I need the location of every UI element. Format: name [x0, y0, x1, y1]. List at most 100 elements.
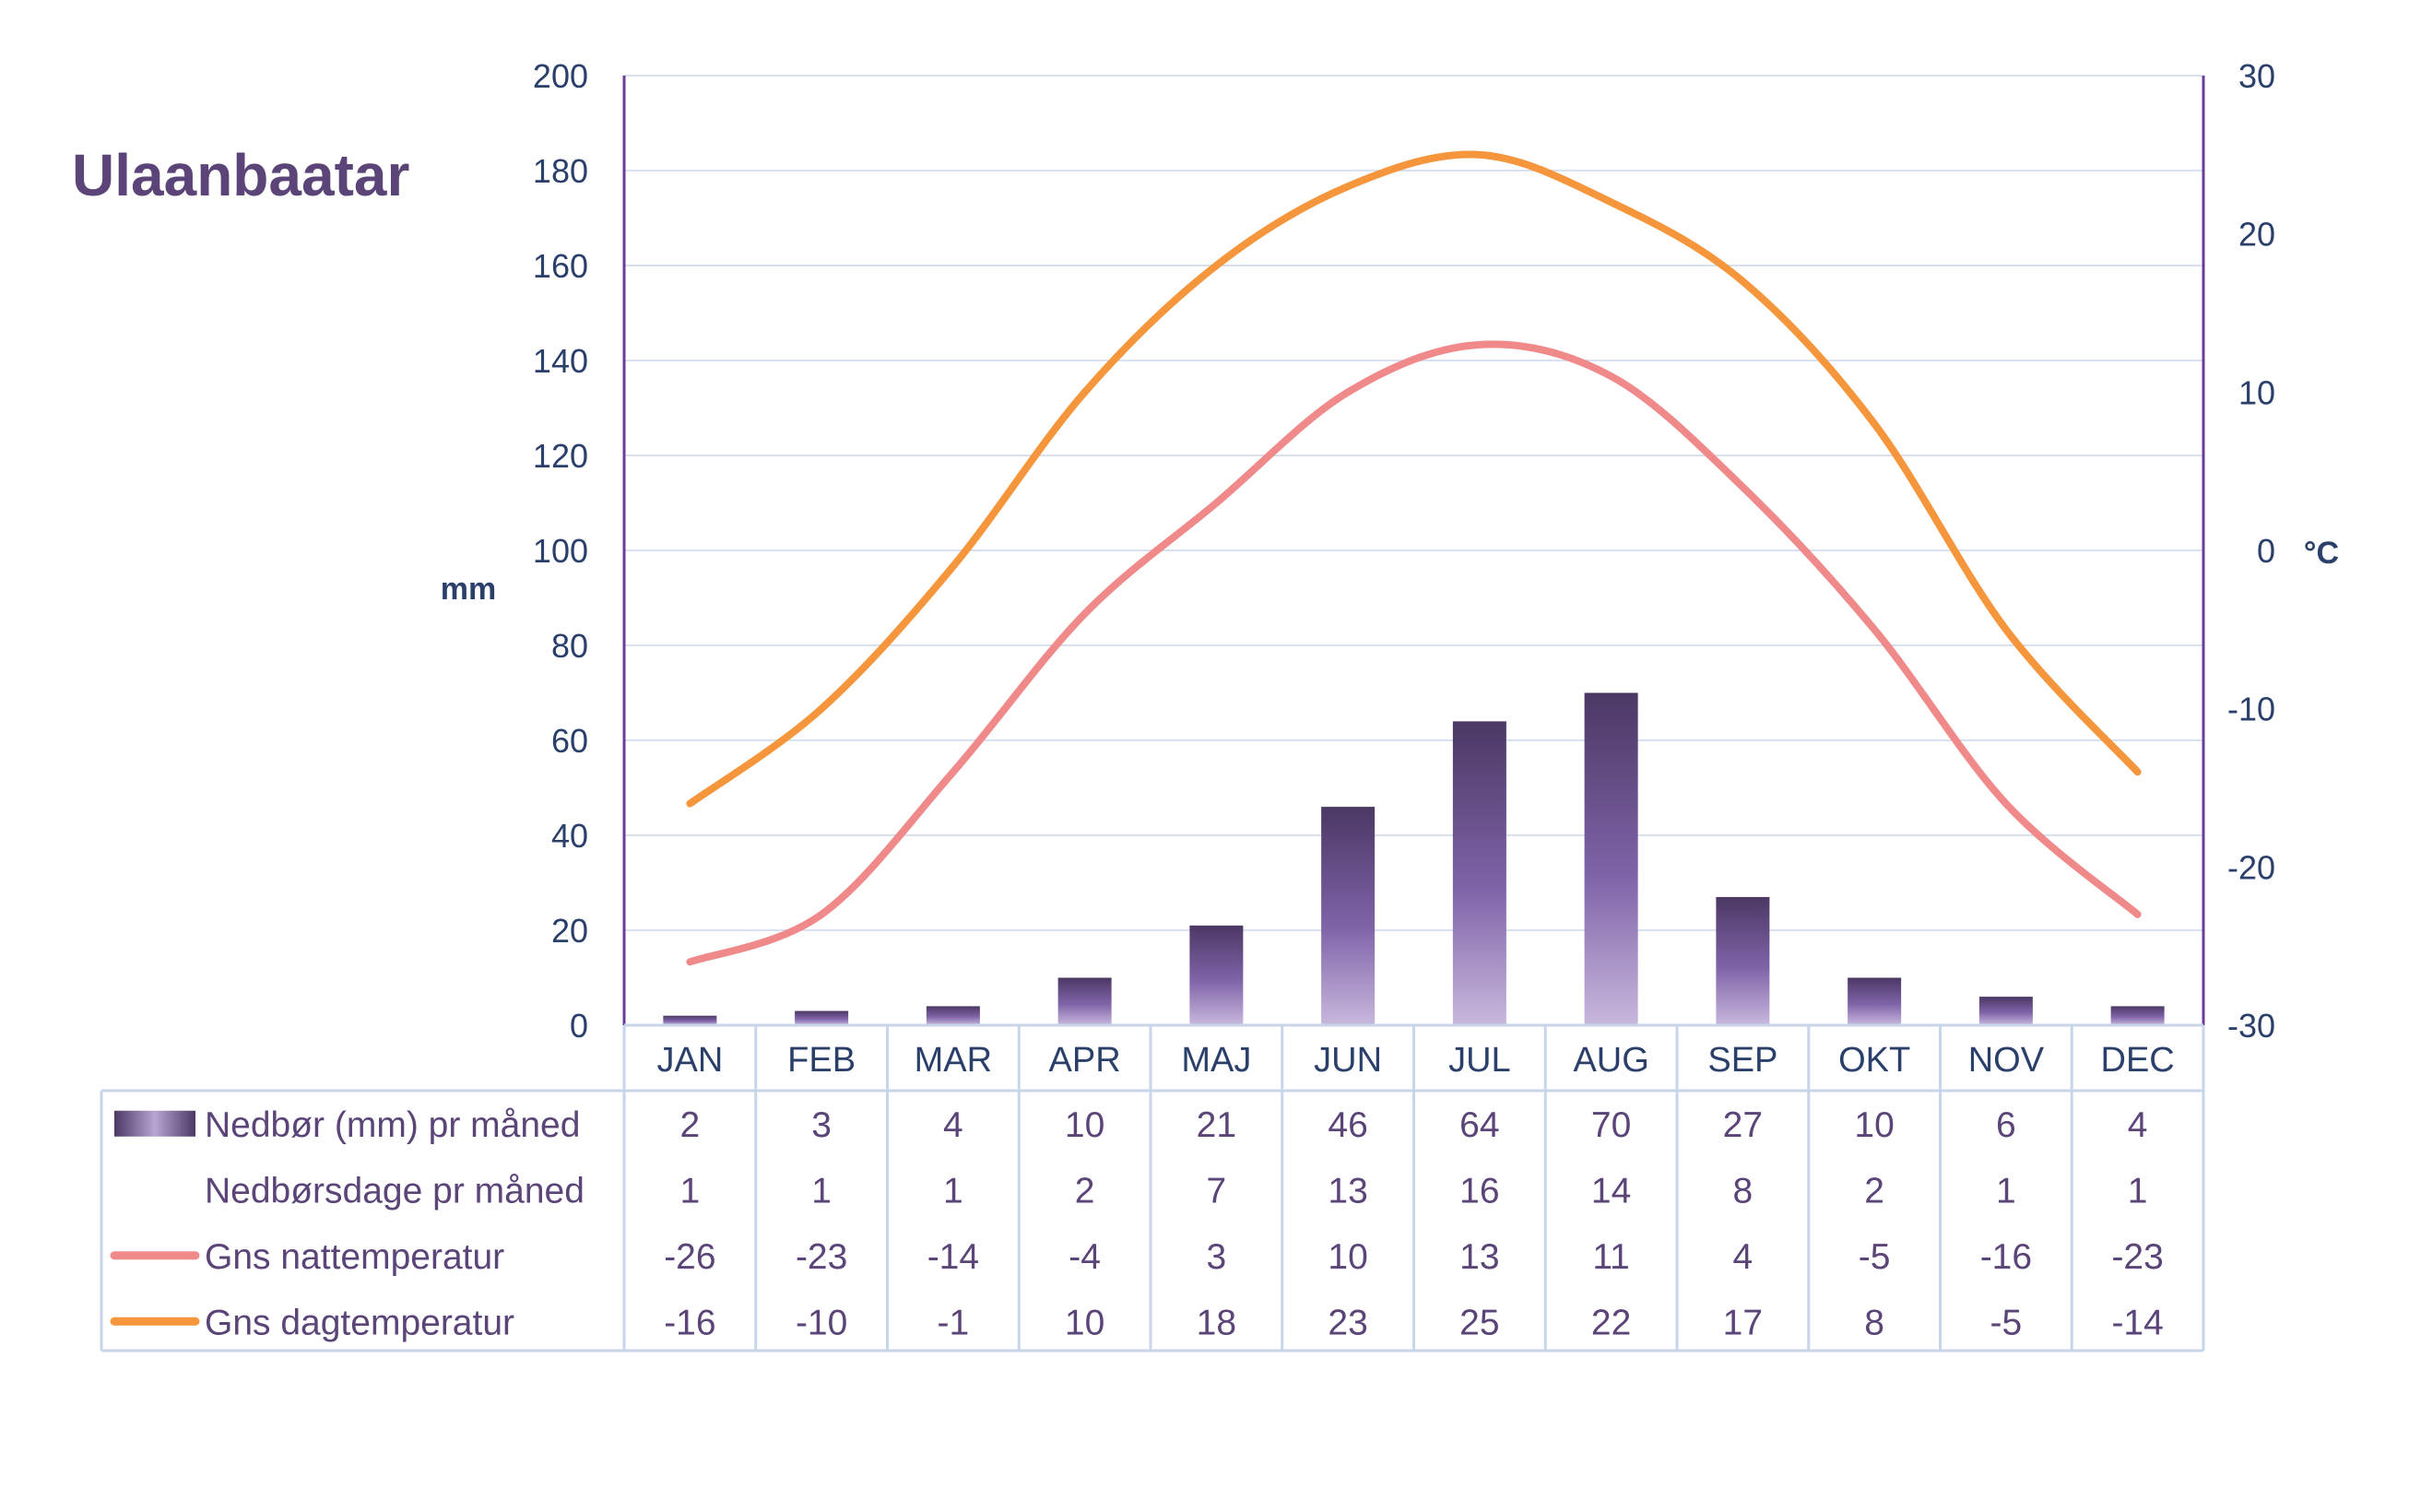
- precipitation-bar: [2110, 1006, 2165, 1025]
- category-label: JUL: [1448, 1041, 1511, 1080]
- table-cell: 14: [1591, 1171, 1631, 1211]
- table-cell: -16: [664, 1303, 715, 1342]
- category-label: JUN: [1314, 1041, 1382, 1080]
- left-tick-label: 120: [533, 437, 588, 475]
- category-label: MAJ: [1181, 1041, 1251, 1080]
- table-cell: -14: [2111, 1303, 2163, 1342]
- table-cell: 70: [1591, 1105, 1631, 1145]
- table-cell: 11: [1592, 1237, 1630, 1277]
- right-tick-label: -30: [2227, 1007, 2275, 1045]
- category-label: JAN: [656, 1041, 723, 1080]
- table-cell: 64: [1459, 1105, 1499, 1145]
- right-tick-label: -20: [2227, 848, 2275, 886]
- table-cell: 13: [1328, 1171, 1367, 1211]
- precipitation-bar: [795, 1010, 849, 1025]
- table-cell: 13: [1459, 1237, 1499, 1277]
- precipitation-bar: [1716, 896, 1770, 1025]
- precipitation-bar: [1452, 721, 1506, 1025]
- left-tick-label: 100: [533, 532, 588, 570]
- table-cell: 22: [1591, 1303, 1631, 1342]
- precipitation-bar: [1848, 977, 1902, 1025]
- left-tick-label: 140: [533, 342, 588, 380]
- table-cell: 23: [1328, 1303, 1367, 1342]
- precipitation-bar: [1978, 997, 2033, 1025]
- table-cell: 18: [1197, 1303, 1236, 1342]
- table-cell: 4: [1733, 1237, 1754, 1277]
- category-label: AUG: [1573, 1041, 1648, 1080]
- axis-ticks: 0 20 40 60 80 100 120 140 160 180 200 -30 -20 -10 0 10 2…: [533, 57, 2275, 1045]
- table-cell: -26: [664, 1237, 715, 1277]
- table-cell: -16: [1980, 1237, 2032, 1277]
- right-tick-label: 20: [2238, 216, 2275, 254]
- table-cell: 1: [943, 1171, 963, 1211]
- precipitation-bars: [663, 692, 2165, 1025]
- table-cell: 1: [680, 1171, 701, 1211]
- precipitation-bar: [1321, 807, 1376, 1025]
- left-tick-label: 160: [533, 247, 588, 285]
- legend-key-precipitation: [114, 1110, 195, 1137]
- table-cell: 10: [1065, 1303, 1104, 1342]
- table-cell: -1: [938, 1303, 970, 1342]
- table-cell: 10: [1854, 1105, 1894, 1145]
- table-cell: -4: [1069, 1237, 1101, 1277]
- left-tick-label: 0: [570, 1007, 588, 1045]
- table-cell: -14: [927, 1237, 979, 1277]
- left-axis-unit: mm: [441, 572, 496, 607]
- gridlines: [624, 75, 2203, 931]
- left-tick-label: 80: [551, 627, 588, 665]
- chart-title: Ulaanbaatar: [72, 142, 409, 208]
- right-tick-label: 0: [2257, 532, 2275, 570]
- data-table: JAN FEB MAR APR MAJ JUN JUL AUG SEP OKT NOV DEC Nedb…: [100, 1025, 2205, 1353]
- table-cell: 27: [1723, 1105, 1763, 1145]
- table-cell: 10: [1065, 1105, 1104, 1145]
- table-cell: 1: [1996, 1171, 2016, 1211]
- table-cell: 8: [1864, 1303, 1884, 1342]
- temperature-lines: [686, 150, 2142, 966]
- row-label: Gns dagtemperatur: [205, 1303, 514, 1342]
- precipitation-bar: [1057, 977, 1112, 1025]
- table-cell: 25: [1459, 1303, 1499, 1342]
- table-cell: 2: [1864, 1171, 1884, 1211]
- table-cell: 7: [1207, 1171, 1227, 1211]
- table-cell: 2: [1075, 1171, 1095, 1211]
- right-tick-label: 10: [2238, 373, 2275, 411]
- right-tick-label: 30: [2238, 57, 2275, 95]
- category-label: OKT: [1838, 1041, 1910, 1080]
- precipitation-bar: [1584, 692, 1638, 1025]
- table-cell: -5: [1990, 1303, 2023, 1342]
- category-label: DEC: [2101, 1041, 2175, 1080]
- day-temperature-line: [686, 150, 2142, 808]
- table-cell: -10: [796, 1303, 847, 1342]
- category-label: APR: [1049, 1041, 1121, 1080]
- table-cell: 3: [811, 1105, 832, 1145]
- table-cell: -5: [1859, 1237, 1891, 1277]
- table-cell: -23: [796, 1237, 847, 1277]
- night-temperature-line: [686, 340, 2142, 966]
- left-tick-label: 20: [551, 912, 588, 950]
- row-label: Nedbør (mm) pr måned: [205, 1105, 580, 1145]
- precipitation-bar: [926, 1006, 980, 1025]
- category-label: SEP: [1707, 1041, 1777, 1080]
- precipitation-bar: [1189, 925, 1244, 1025]
- category-label: FEB: [787, 1041, 856, 1080]
- table-cell: 4: [943, 1105, 963, 1145]
- row-label: Gns nattemperatur: [205, 1237, 504, 1277]
- precipitation-bar: [663, 1015, 717, 1025]
- row-label: Nedbørsdage pr måned: [205, 1171, 585, 1211]
- left-tick-label: 60: [551, 722, 588, 760]
- table-cell: 10: [1328, 1237, 1367, 1277]
- table-cell: 6: [1996, 1105, 2016, 1145]
- table-cell: 4: [2128, 1105, 2148, 1145]
- left-tick-label: 200: [533, 57, 588, 95]
- table-cell: 46: [1328, 1105, 1367, 1145]
- table-cell: 21: [1197, 1105, 1236, 1145]
- table-cell: 1: [811, 1171, 832, 1211]
- category-label: MAR: [915, 1041, 992, 1080]
- right-tick-label: -10: [2227, 691, 2275, 728]
- left-tick-label: 40: [551, 817, 588, 855]
- table-cell: -23: [2111, 1237, 2163, 1277]
- table-cell: 8: [1733, 1171, 1754, 1211]
- table-cell: 2: [680, 1105, 701, 1145]
- table-cell: 17: [1723, 1303, 1763, 1342]
